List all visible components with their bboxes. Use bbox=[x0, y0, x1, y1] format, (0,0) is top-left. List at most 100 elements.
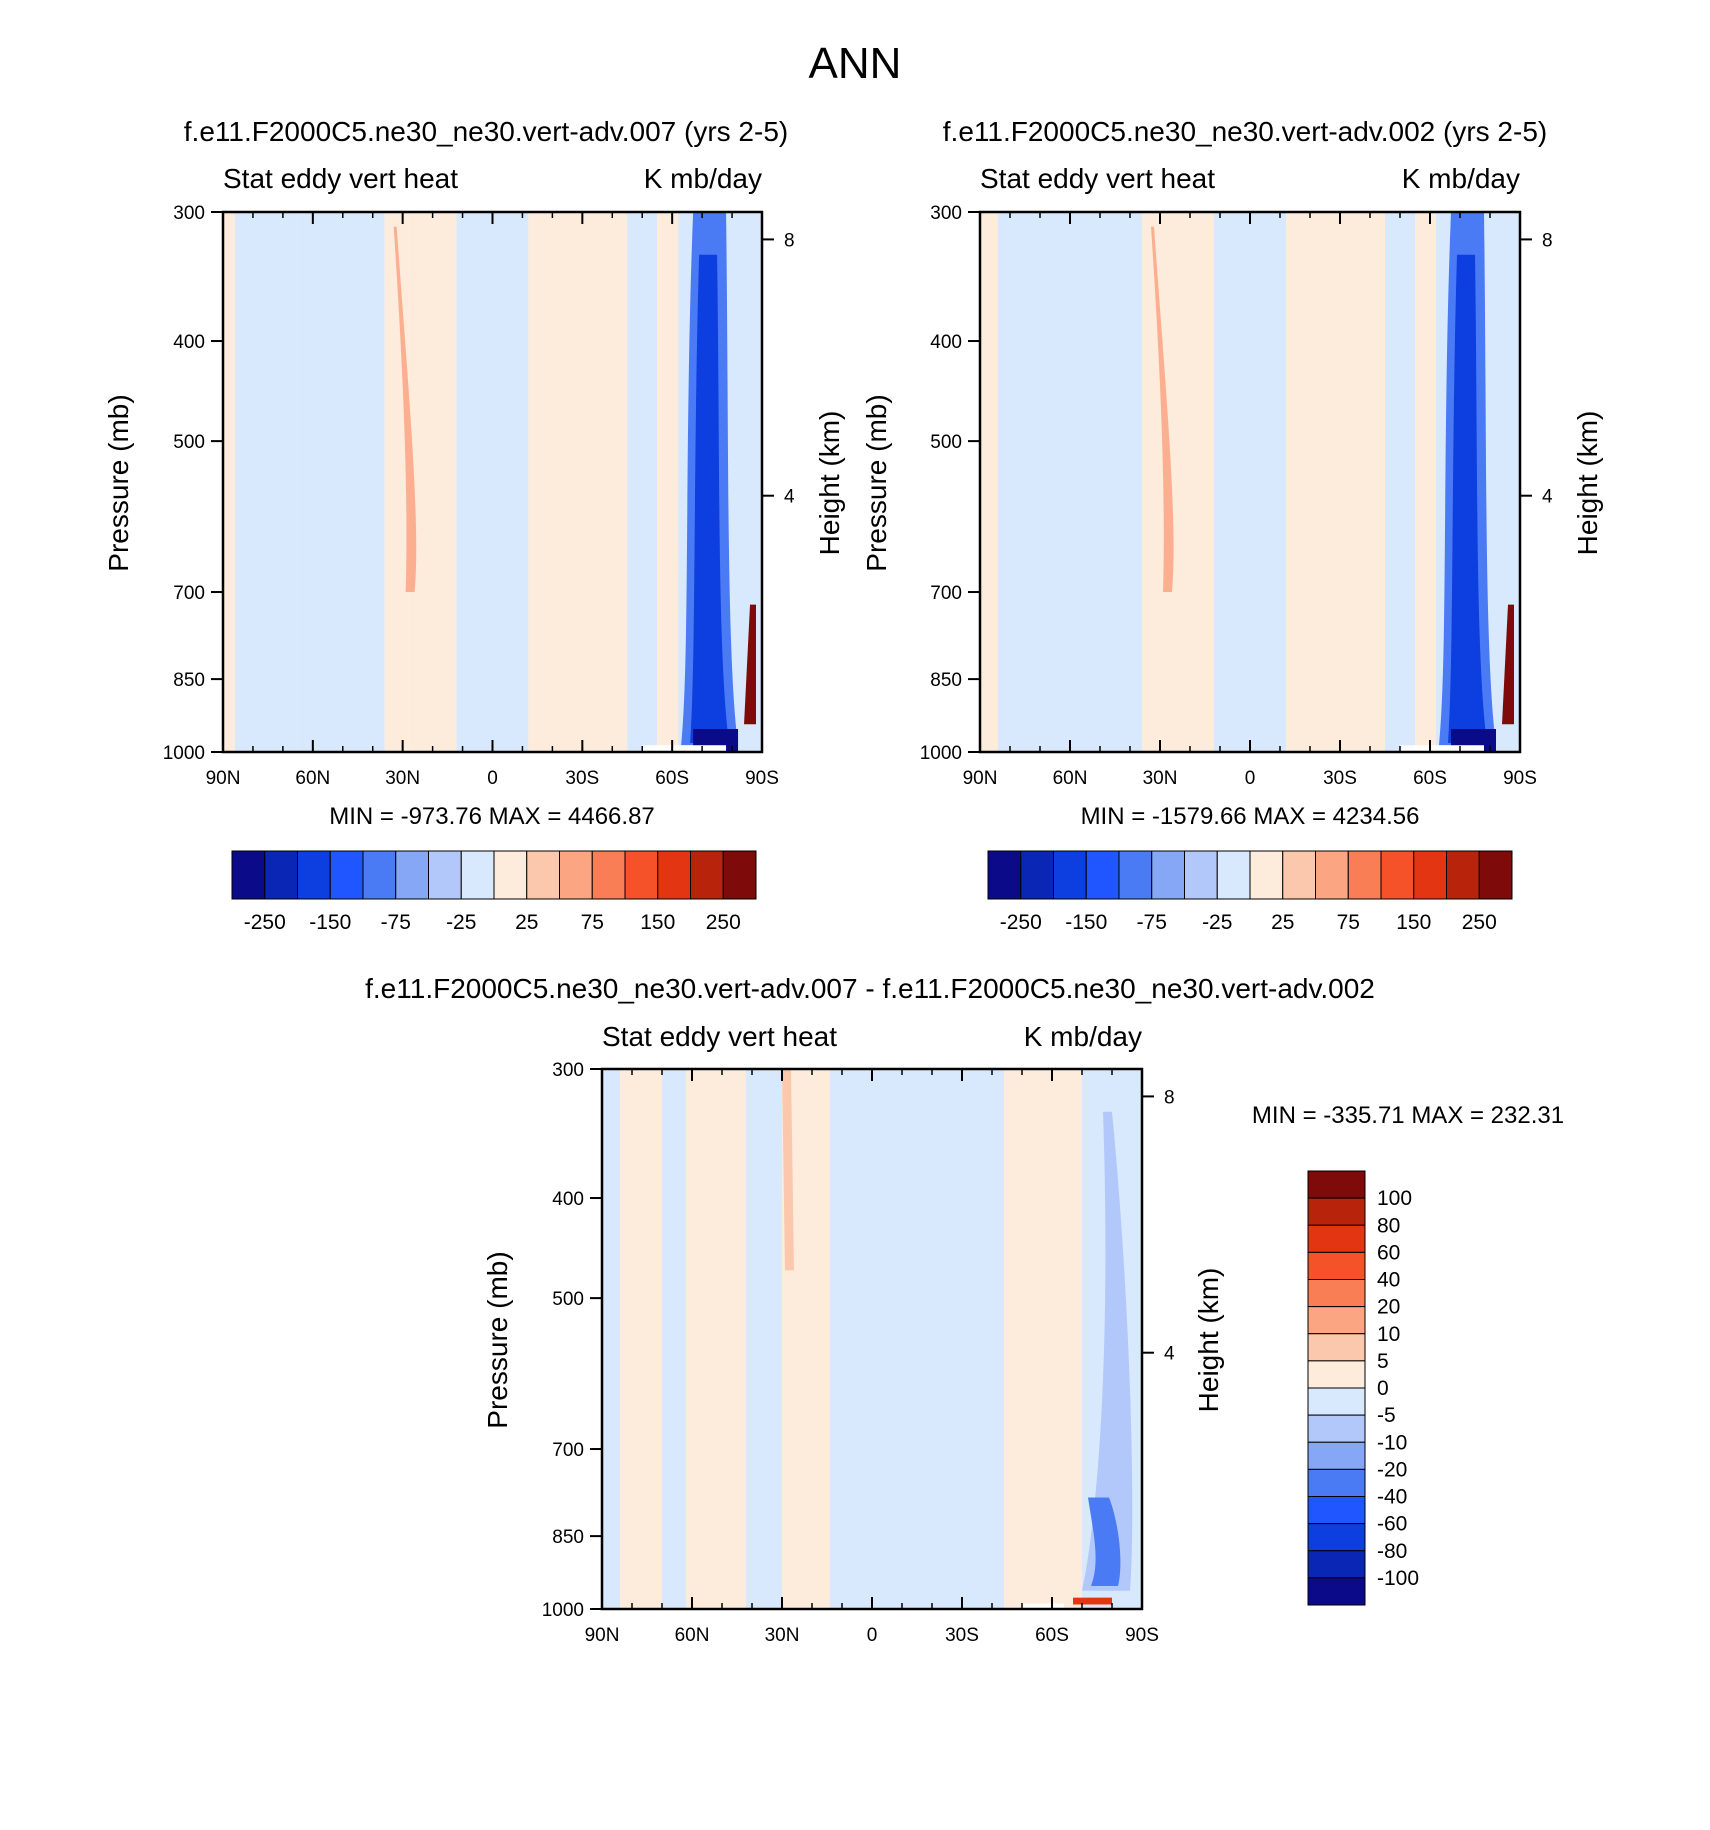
x-tick-label: 90S bbox=[1503, 768, 1537, 789]
positive-feature bbox=[1502, 604, 1514, 725]
colorbar-box bbox=[1307, 1496, 1366, 1525]
colorbar-label: -10 bbox=[1377, 1431, 1407, 1454]
x-tick-label: 30N bbox=[1143, 768, 1178, 789]
y-tick-label: 700 bbox=[552, 1440, 584, 1461]
y-tick-label: 850 bbox=[930, 670, 962, 691]
colorbar: -250 -150 -75 -25 25 75 150 250 bbox=[231, 850, 757, 934]
field-band bbox=[657, 212, 679, 752]
field-band bbox=[1385, 212, 1415, 752]
colorbar-label: -150 bbox=[1065, 911, 1107, 934]
field-band bbox=[528, 212, 628, 752]
colorbar-box bbox=[1184, 850, 1218, 900]
x-tick-label: 30S bbox=[565, 768, 599, 789]
y2-tick-label: 4 bbox=[1164, 1344, 1175, 1365]
colorbar-label: 250 bbox=[1462, 911, 1497, 934]
colorbar-box bbox=[591, 850, 626, 900]
field-band bbox=[384, 212, 409, 752]
left-string: Stat eddy vert heat bbox=[980, 163, 1215, 194]
field-band bbox=[1415, 212, 1436, 752]
colorbar-box bbox=[264, 850, 298, 900]
colorbar-label: -75 bbox=[381, 911, 411, 934]
colorbar-box bbox=[460, 850, 495, 900]
colorbar-box bbox=[987, 850, 1022, 900]
axes: 90N 60N 30N 0 30S 60S 90S 300 400 500 700 850 1000 8 4 bbox=[920, 203, 1553, 789]
x-tick-label: 0 bbox=[1245, 768, 1256, 789]
colorbar-box bbox=[428, 850, 462, 900]
colorbar-box bbox=[657, 850, 691, 900]
colorbar-label: -100 bbox=[1377, 1567, 1419, 1590]
field-band bbox=[627, 212, 658, 752]
colorbar-box bbox=[362, 850, 397, 900]
y-tick-label: 400 bbox=[930, 332, 962, 353]
colorbar-box bbox=[1315, 850, 1349, 900]
colorbar-box bbox=[329, 850, 364, 900]
axes: 90N 60N 30N 0 30S 60S 90S 300 400 500 700 850 1000 8 4 bbox=[542, 1060, 1175, 1646]
y-tick-label: 300 bbox=[173, 203, 205, 224]
field-band bbox=[223, 212, 235, 752]
missing-data bbox=[1400, 745, 1484, 752]
field-band bbox=[1166, 212, 1214, 752]
y2-axis-label: Height (km) bbox=[1572, 411, 1603, 556]
x-tick-label: 90S bbox=[1125, 1625, 1159, 1646]
colorbar-box bbox=[690, 850, 724, 900]
colorbar-box bbox=[1380, 850, 1415, 900]
left-string: Stat eddy vert heat bbox=[602, 1021, 837, 1052]
x-tick-label: 60N bbox=[295, 768, 330, 789]
positive-feature bbox=[1151, 226, 1174, 593]
colorbar-box bbox=[1282, 850, 1316, 900]
field-band bbox=[1286, 212, 1385, 752]
colorbar-label: 25 bbox=[515, 911, 538, 934]
min-max-label: MIN = -335.71 MAX = 232.31 bbox=[1252, 1102, 1564, 1129]
field-band bbox=[1214, 212, 1286, 752]
colorbar-box bbox=[297, 850, 331, 900]
plot-area bbox=[602, 1069, 1142, 1609]
y2-axis-label: Height (km) bbox=[1193, 1268, 1224, 1413]
panel-title: f.e11.F2000C5.ne30_ne30.vert-adv.007 - f… bbox=[365, 973, 1375, 1004]
colorbar-box bbox=[1307, 1333, 1366, 1362]
colorbar-label: -25 bbox=[1202, 911, 1232, 934]
field-band bbox=[662, 1069, 686, 1609]
panel-difference: f.e11.F2000C5.ne30_ne30.vert-adv.007 - f… bbox=[365, 973, 1564, 1646]
panel-model-007: f.e11.F2000C5.ne30_ne30.vert-adv.007 (yr… bbox=[103, 116, 845, 934]
colorbar-box bbox=[722, 850, 757, 900]
y-tick-label: 700 bbox=[173, 583, 205, 604]
colorbar-label: 75 bbox=[1337, 911, 1360, 934]
colorbar-box bbox=[1446, 850, 1480, 900]
positive-feature bbox=[744, 604, 757, 725]
colorbar-label: 80 bbox=[1377, 1214, 1400, 1237]
min-max-label: MIN = -1579.66 MAX = 4234.56 bbox=[1081, 803, 1420, 830]
negative-feature bbox=[1088, 1497, 1121, 1586]
x-tick-label: 30S bbox=[1323, 768, 1357, 789]
colorbar-label: 25 bbox=[1271, 911, 1294, 934]
colorbar-box bbox=[1307, 1170, 1366, 1199]
y-tick-label: 500 bbox=[552, 1289, 584, 1310]
colorbar-box bbox=[1307, 1197, 1366, 1226]
colorbar-label: 60 bbox=[1377, 1241, 1400, 1264]
colorbar-box bbox=[1307, 1279, 1366, 1308]
field-band bbox=[1055, 212, 1142, 752]
colorbar-label: 5 bbox=[1377, 1350, 1389, 1373]
y-axis-label: Pressure (mb) bbox=[482, 1251, 513, 1428]
colorbar-box bbox=[1307, 1468, 1366, 1497]
colorbar-label: -80 bbox=[1377, 1540, 1407, 1563]
field-band bbox=[1142, 212, 1166, 752]
y-axis-label: Pressure (mb) bbox=[103, 394, 134, 571]
y-tick-label: 1000 bbox=[542, 1600, 584, 1621]
x-tick-label: 0 bbox=[867, 1625, 878, 1646]
left-string: Stat eddy vert heat bbox=[223, 163, 458, 194]
colorbar-box bbox=[1347, 850, 1382, 900]
y-tick-label: 850 bbox=[552, 1527, 584, 1548]
plot-area bbox=[223, 212, 762, 752]
field-band bbox=[408, 212, 457, 752]
colorbar-label: 150 bbox=[640, 911, 675, 934]
y-tick-label: 300 bbox=[552, 1060, 584, 1081]
x-tick-label: 60S bbox=[655, 768, 689, 789]
field-band bbox=[746, 1069, 782, 1609]
colorbar-box bbox=[1307, 1441, 1366, 1470]
colorbar-box bbox=[395, 850, 429, 900]
field-band bbox=[980, 212, 998, 752]
y2-tick-label: 4 bbox=[784, 487, 795, 508]
y-tick-label: 1000 bbox=[163, 743, 205, 764]
right-string: K mb/day bbox=[1402, 163, 1520, 194]
